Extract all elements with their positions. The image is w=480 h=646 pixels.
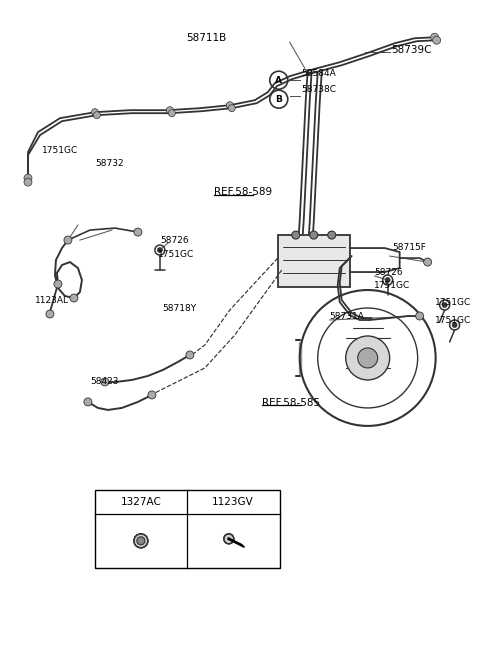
Circle shape xyxy=(134,534,148,548)
Circle shape xyxy=(70,294,78,302)
Text: 1751GC: 1751GC xyxy=(434,298,471,306)
Text: 58739C: 58739C xyxy=(392,45,432,55)
Circle shape xyxy=(346,336,390,380)
Circle shape xyxy=(226,101,233,109)
Circle shape xyxy=(186,351,194,359)
Text: REF.58-585: REF.58-585 xyxy=(262,398,320,408)
Circle shape xyxy=(424,258,432,266)
Text: 1751GC: 1751GC xyxy=(434,315,471,324)
Text: 1123AL: 1123AL xyxy=(35,295,69,304)
Text: 58715F: 58715F xyxy=(393,242,427,251)
Text: 58738C: 58738C xyxy=(302,85,337,94)
Circle shape xyxy=(148,391,156,399)
Circle shape xyxy=(46,310,54,318)
Text: A: A xyxy=(275,76,282,85)
Text: 58726: 58726 xyxy=(375,267,403,276)
Circle shape xyxy=(228,105,235,112)
Text: 58732: 58732 xyxy=(95,159,123,167)
Text: 58726: 58726 xyxy=(160,236,189,245)
Circle shape xyxy=(101,378,109,386)
Circle shape xyxy=(452,322,457,328)
Circle shape xyxy=(137,537,145,545)
Circle shape xyxy=(64,236,72,244)
Text: 58423: 58423 xyxy=(90,377,119,386)
Circle shape xyxy=(385,278,390,282)
Text: REF.58-589: REF.58-589 xyxy=(214,187,272,197)
Circle shape xyxy=(292,231,300,239)
Circle shape xyxy=(24,178,32,186)
Text: 58711B: 58711B xyxy=(186,33,226,43)
Circle shape xyxy=(224,534,234,544)
Text: 58731A: 58731A xyxy=(330,311,365,320)
Text: 58718Y: 58718Y xyxy=(162,304,196,313)
Circle shape xyxy=(168,110,175,117)
Circle shape xyxy=(157,247,162,253)
Circle shape xyxy=(54,280,62,288)
Circle shape xyxy=(358,348,378,368)
Circle shape xyxy=(431,33,439,41)
Circle shape xyxy=(84,398,92,406)
Text: 58584A: 58584A xyxy=(302,68,336,78)
Text: 1751GC: 1751GC xyxy=(158,249,194,258)
Circle shape xyxy=(134,228,142,236)
Text: 1123GV: 1123GV xyxy=(212,497,254,507)
Bar xyxy=(278,235,350,287)
Circle shape xyxy=(442,302,447,307)
Text: B: B xyxy=(276,95,282,104)
Circle shape xyxy=(24,174,32,182)
Bar xyxy=(95,490,280,568)
Text: 1327AC: 1327AC xyxy=(120,497,161,507)
Text: 1751GC: 1751GC xyxy=(42,145,78,154)
Circle shape xyxy=(167,107,173,114)
Circle shape xyxy=(94,112,100,119)
Circle shape xyxy=(328,231,336,239)
Text: 1751GC: 1751GC xyxy=(374,280,410,289)
Circle shape xyxy=(432,36,441,44)
Circle shape xyxy=(416,312,424,320)
Circle shape xyxy=(310,231,318,239)
Circle shape xyxy=(91,109,98,116)
